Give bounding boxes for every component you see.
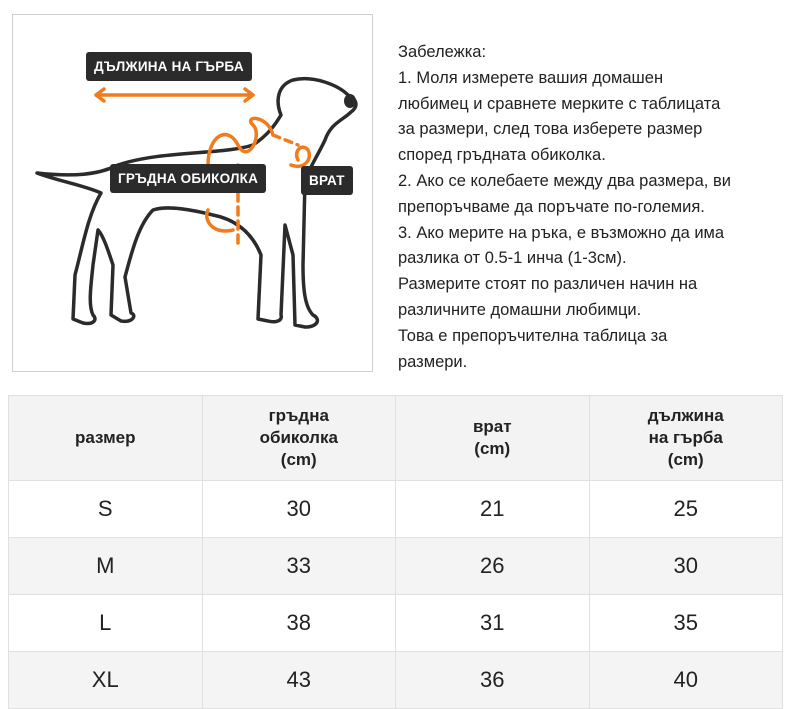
note-line: различните домашни любимци. <box>398 300 642 319</box>
table-cell: 25 <box>588 480 783 538</box>
column-header-line: размер <box>75 428 136 447</box>
note-line: Това е препоръчителна таблица за <box>398 326 668 345</box>
table-cell: 30 <box>588 537 783 595</box>
column-header-line: гръдна <box>268 406 329 425</box>
note-line: препоръчваме да поръчате по-големия. <box>398 197 705 216</box>
table-cell: 40 <box>588 651 783 709</box>
table-cell: 31 <box>395 594 590 652</box>
table-cell: XL <box>8 651 203 709</box>
column-header-line: врат <box>472 417 512 436</box>
column-header: размер <box>8 395 203 481</box>
note-line: разлика от 0.5-1 инча (1-3см). <box>398 249 627 268</box>
column-header-line: на гърба <box>648 428 723 447</box>
chest-girth-label: ГРЪДНА ОБИКОЛКА <box>110 164 267 193</box>
column-header-line: дължина <box>647 406 724 425</box>
table-cell: 35 <box>588 594 783 652</box>
back-length-label: ДЪЛЖИНА НА ГЪРБА <box>86 52 252 81</box>
column-header-line: (cm) <box>280 450 317 469</box>
note-line: според гръдната обиколка. <box>398 146 606 165</box>
table-cell: 30 <box>201 480 396 538</box>
column-header: гръдна обиколка (cm) <box>201 395 396 481</box>
neck-label: ВРАТ <box>301 166 353 195</box>
note-line: 1. Моля измерете вашия домашен <box>398 68 664 87</box>
column-header: дължина на гърба (cm) <box>588 395 783 481</box>
dog-measurement-illustration: ДЪЛЖИНА НА ГЪРБА ГРЪДНА ОБИКОЛКА ВРАТ <box>12 14 373 372</box>
column-header-line: (cm) <box>474 439 511 458</box>
table-cell: L <box>8 594 203 652</box>
table-row: S 30 21 25 <box>8 480 783 538</box>
table-cell: 21 <box>395 480 590 538</box>
table-cell: 38 <box>201 594 396 652</box>
table-cell: 26 <box>395 537 590 595</box>
table-cell: 33 <box>201 537 396 595</box>
column-header: врат (cm) <box>395 395 590 481</box>
column-header-line: (cm) <box>667 450 704 469</box>
table-row: XL 43 36 40 <box>8 651 783 709</box>
note-line: 3. Ако мерите на ръка, е възможно да има <box>398 223 725 242</box>
note-line: 2. Ако се колебаете между два размера, в… <box>398 171 731 190</box>
note-line: Размерите стоят по различен начин на <box>398 275 698 294</box>
size-chart-table: размер гръдна обиколка (cm) врат (cm) дължина н… <box>8 395 783 709</box>
column-header-line: обиколка <box>259 428 338 447</box>
table-row: L 38 31 35 <box>8 594 783 652</box>
table-cell: S <box>8 480 203 538</box>
note-line: Забележка: <box>398 43 487 61</box>
table-header-row: размер гръдна обиколка (cm) врат (cm) дължина н… <box>8 395 783 481</box>
note-line: любимец и сравнете мерките с таблицата <box>398 94 721 113</box>
table-cell: 36 <box>395 651 590 709</box>
notes-text: Забележка: 1. Моля измерете вашия домашен… <box>398 40 793 375</box>
note-line: размери. <box>398 352 468 371</box>
note-line: за размери, след това изберете размер <box>398 120 703 139</box>
table-row: M 33 26 30 <box>8 537 783 595</box>
table-cell: M <box>8 537 203 595</box>
table-cell: 43 <box>201 651 396 709</box>
